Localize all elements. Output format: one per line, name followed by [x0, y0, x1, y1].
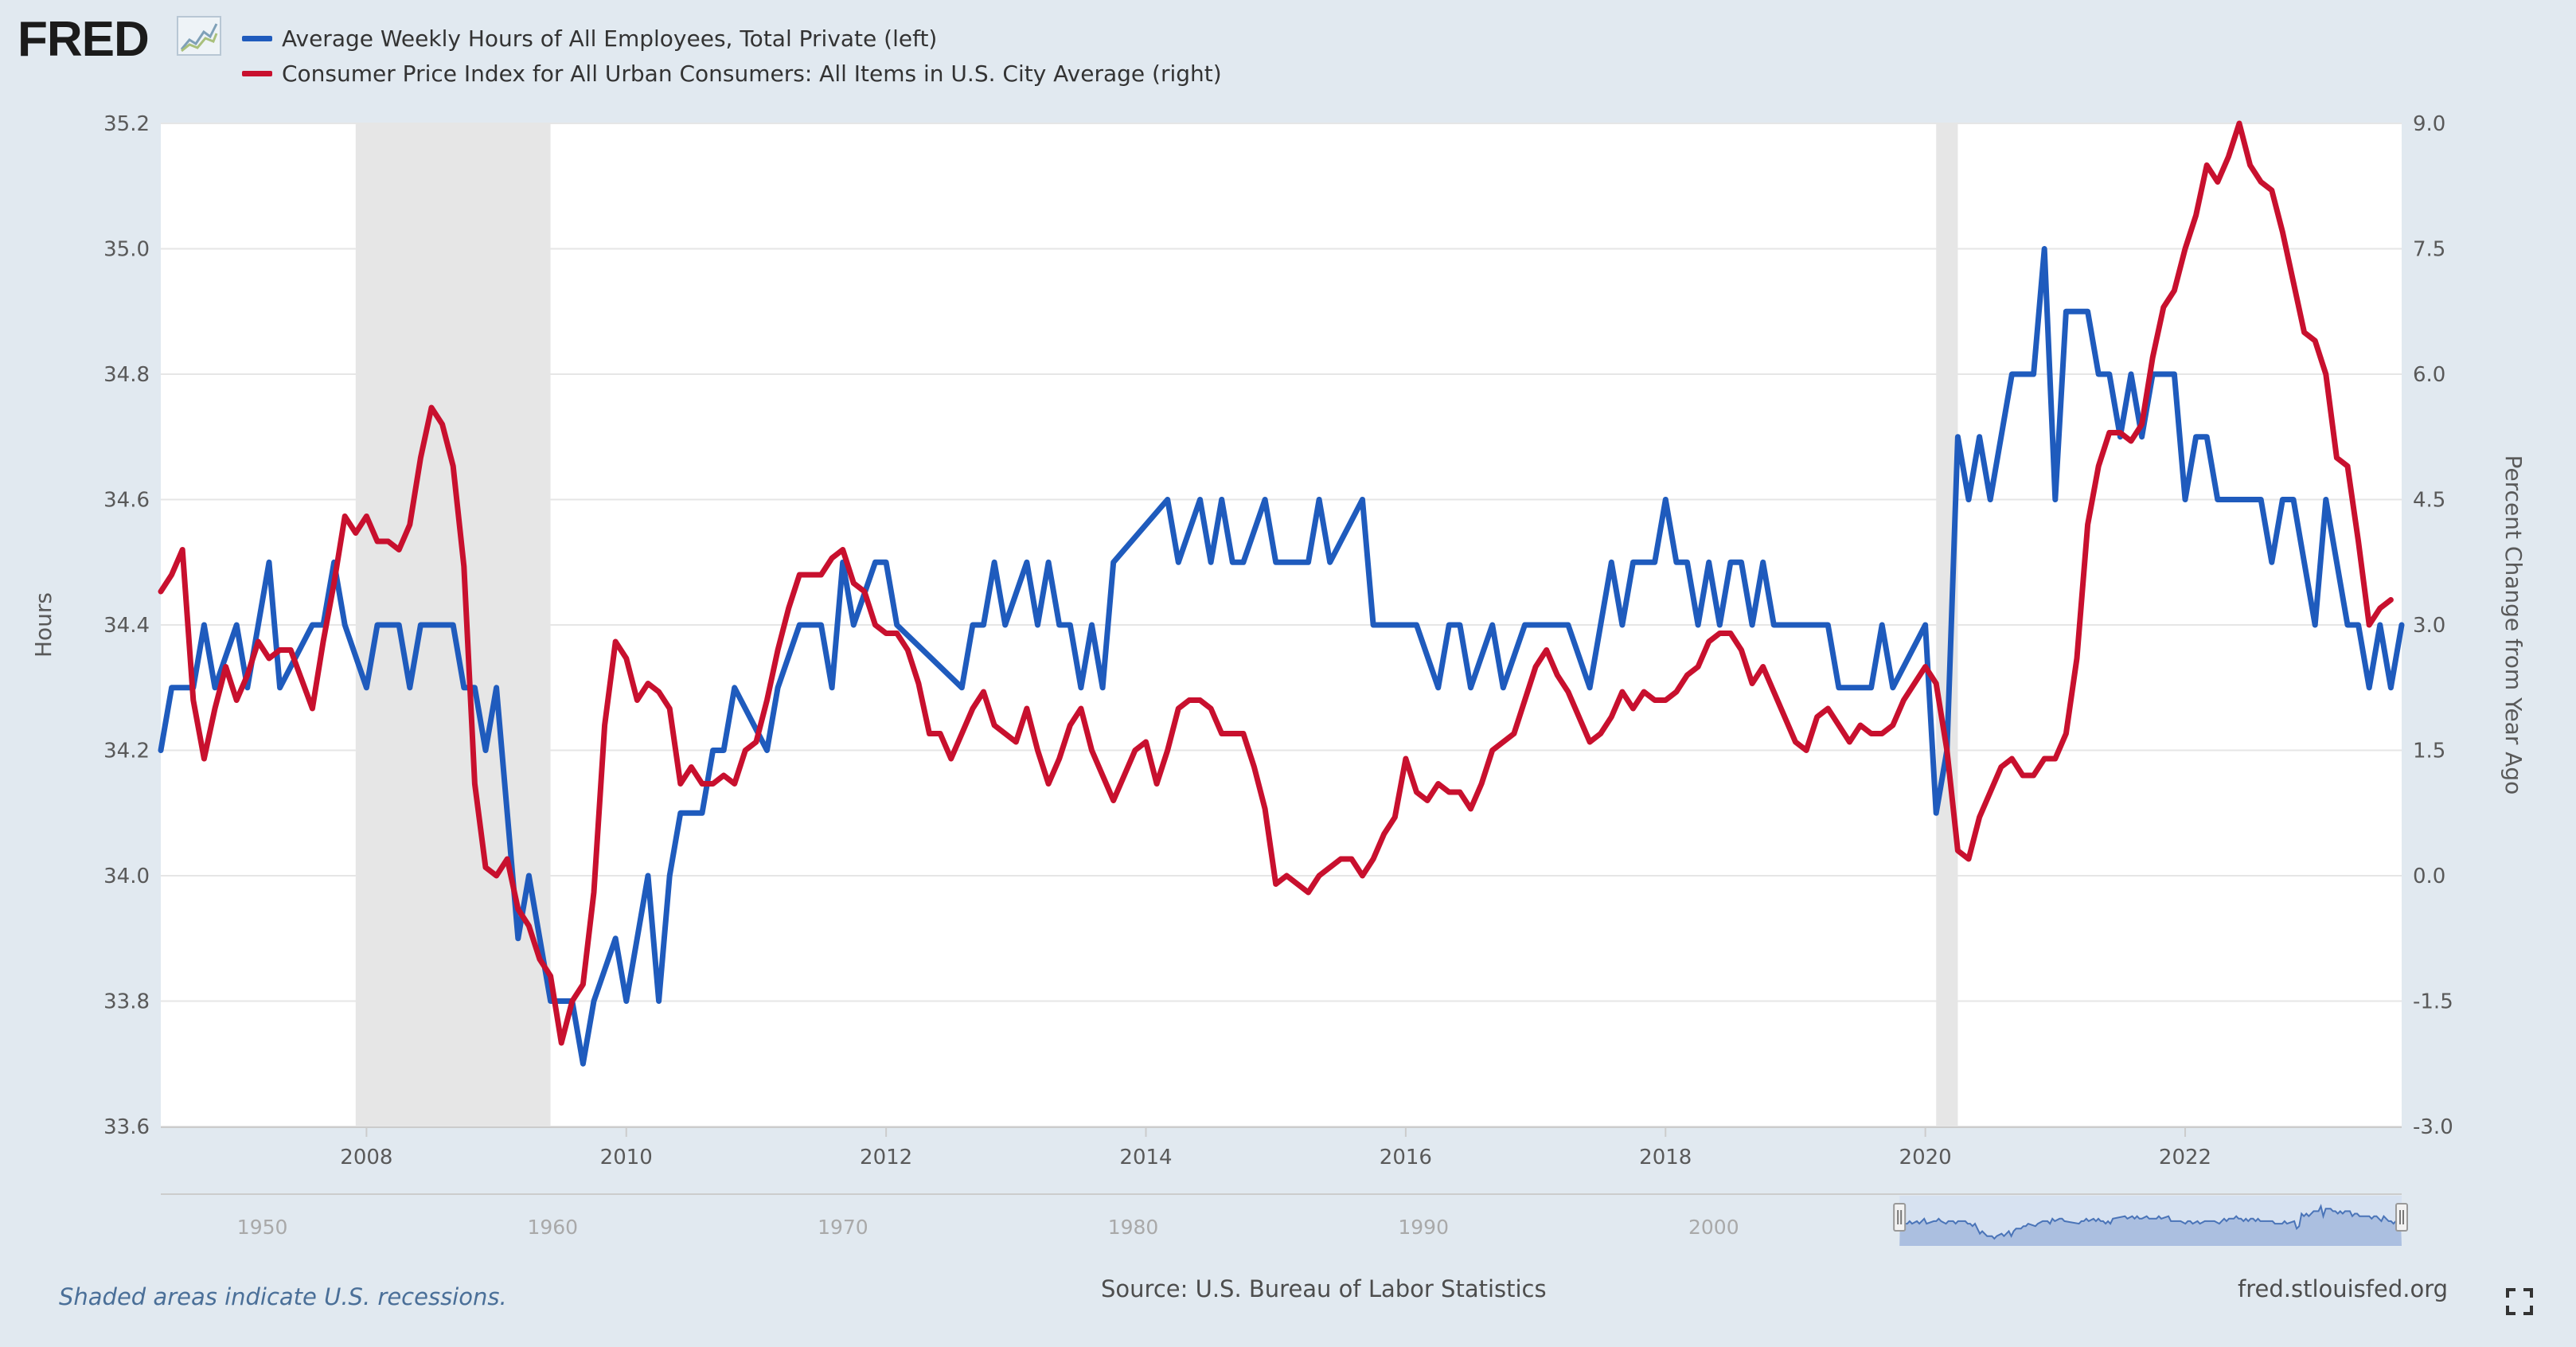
site-link[interactable]: fred.stlouisfed.org — [2238, 1275, 2449, 1302]
left-tick-label: 34.6 — [103, 489, 150, 513]
recession-note: Shaded areas indicate U.S. recessions. — [59, 1283, 507, 1310]
fred-logo[interactable]: FRED — [18, 12, 150, 67]
right-tick-label: -3.0 — [2413, 1115, 2453, 1139]
legend-item-hours[interactable]: Average Weekly Hours of All Employees, T… — [242, 21, 1222, 56]
legend-label-cpi: Consumer Price Index for All Urban Consu… — [282, 60, 1222, 87]
line-graph-icon — [177, 16, 221, 56]
left-tick-label: 34.0 — [103, 865, 150, 888]
left-axis-title: Hours — [30, 592, 57, 658]
navigator-tick-label: 1970 — [818, 1216, 868, 1239]
left-tick-label: 35.0 — [103, 238, 150, 262]
navigator-tick-label: 1990 — [1398, 1216, 1449, 1239]
x-tick-label: 2016 — [1380, 1146, 1432, 1169]
left-tick-label: 33.8 — [103, 990, 150, 1014]
right-tick-label: 7.5 — [2413, 238, 2445, 262]
series-line-cpi[interactable] — [158, 120, 2394, 1046]
x-tick-label: 2014 — [1119, 1146, 1172, 1169]
x-tick-label: 2018 — [1639, 1146, 1692, 1169]
legend: Average Weekly Hours of All Employees, T… — [242, 21, 1222, 91]
navigator-left-handle[interactable] — [1893, 1203, 1907, 1232]
source-text: Source: U.S. Bureau of Labor Statistics — [1101, 1275, 1547, 1302]
legend-item-cpi[interactable]: Consumer Price Index for All Urban Consu… — [242, 56, 1222, 91]
legend-swatch-hours — [242, 35, 272, 41]
x-tick-label: 2022 — [2159, 1146, 2211, 1169]
navigator-tick-label: 1980 — [1108, 1216, 1159, 1239]
legend-label-hours: Average Weekly Hours of All Employees, T… — [282, 25, 938, 52]
navigator-area — [1899, 1206, 2402, 1246]
navigator-tick-label: 2000 — [1688, 1216, 1739, 1239]
right-tick-label: 1.5 — [2413, 740, 2445, 763]
right-tick-label: 4.5 — [2413, 489, 2445, 513]
left-tick-label: 34.2 — [103, 740, 150, 763]
right-tick-label: 6.0 — [2413, 363, 2445, 387]
x-tick-label: 2020 — [1899, 1146, 1952, 1169]
left-tick-label: 34.4 — [103, 614, 150, 638]
right-axis-title: Percent Change from Year Ago — [2500, 455, 2527, 795]
fullscreen-icon[interactable] — [2506, 1288, 2533, 1315]
navigator-right-handle[interactable] — [2395, 1203, 2408, 1232]
right-tick-label: -1.5 — [2413, 990, 2453, 1014]
right-tick-label: 3.0 — [2413, 614, 2445, 638]
navigator-tick-label: 1960 — [527, 1216, 578, 1239]
x-tick-label: 2010 — [600, 1146, 653, 1169]
left-tick-label: 34.8 — [103, 363, 150, 387]
x-tick-label: 2008 — [340, 1146, 392, 1169]
left-tick-label: 35.2 — [103, 112, 150, 136]
right-tick-label: 9.0 — [2413, 112, 2445, 136]
navigator-tick-label: 1950 — [237, 1216, 288, 1239]
right-tick-label: 0.0 — [2413, 865, 2445, 888]
legend-swatch-cpi — [242, 70, 272, 76]
left-tick-label: 33.6 — [103, 1115, 150, 1139]
x-tick-label: 2012 — [860, 1146, 912, 1169]
navigator-series — [1899, 1204, 2402, 1240]
